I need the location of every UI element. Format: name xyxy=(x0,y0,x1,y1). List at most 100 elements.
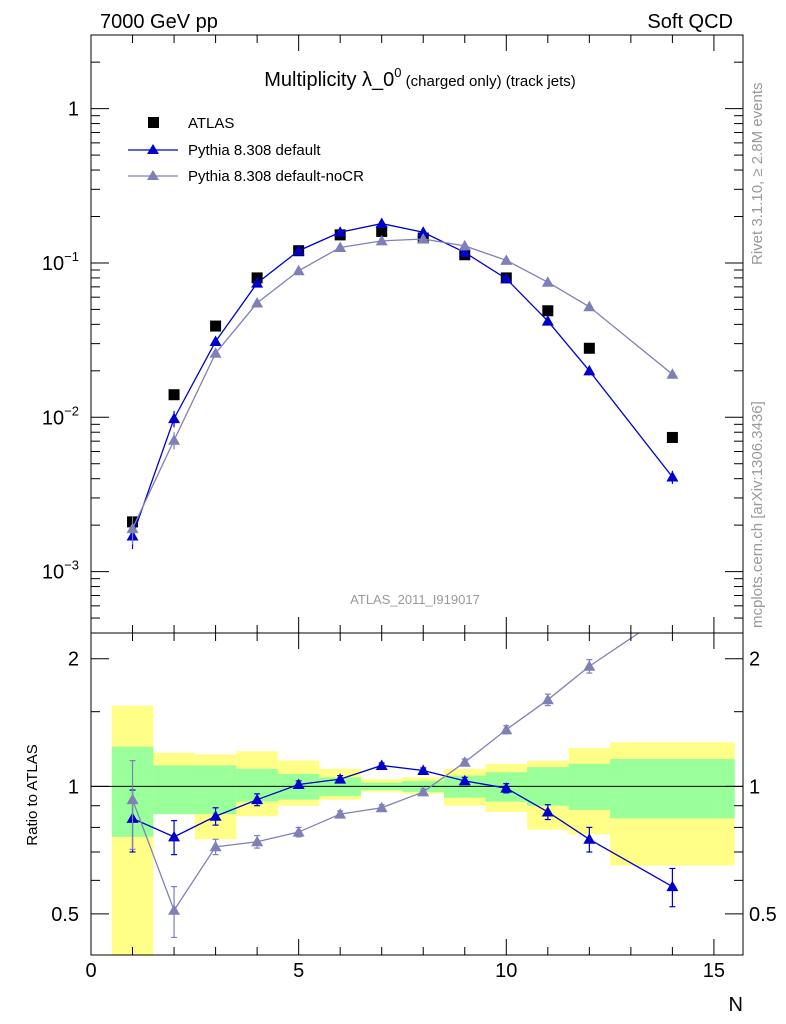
x-tick-label-1: 5 xyxy=(293,960,304,982)
main-point-atlas-6 xyxy=(376,225,388,237)
ratio-point-pythia-8-308-default-nocr-1 xyxy=(168,904,181,915)
x-tick-label-0: 0 xyxy=(85,960,96,982)
legend-label-atlas: ATLAS xyxy=(188,115,234,132)
ratio-point-pythia-8-308-default-9 xyxy=(500,782,513,793)
main-point-pythia-8-308-default-nocr-12 xyxy=(666,368,679,379)
main-point-atlas-10 xyxy=(542,305,554,317)
ratio-frame xyxy=(90,632,744,956)
main-point-pythia-8-308-default-2 xyxy=(209,335,222,346)
x-tick-label-3: 15 xyxy=(703,960,725,982)
ratio-point-pythia-8-308-default-nocr-12 xyxy=(666,604,678,615)
legend: ATLAS Pythia 8.308 default Pythia 8.308 … xyxy=(128,115,364,185)
ratio-plot-data xyxy=(126,604,679,939)
main-point-atlas-11 xyxy=(583,342,595,354)
main-point-pythia-8-308-default-nocr-1 xyxy=(168,434,181,445)
main-point-pythia-8-308-default-5 xyxy=(334,226,347,237)
ratio-point-pythia-8-308-default-5 xyxy=(334,773,347,784)
ratio-point-pythia-8-308-default-12 xyxy=(666,880,679,892)
main-point-pythia-8-308-default-3 xyxy=(251,277,264,288)
main-point-pythia-8-308-default-nocr-8 xyxy=(458,239,471,251)
chart-title-main: Multiplicity λ_0 xyxy=(264,69,394,91)
stat-band-bin-11 xyxy=(568,763,611,810)
main-y-tick-label-1: 10−1 xyxy=(42,249,79,275)
main-point-pythia-8-308-default-12 xyxy=(666,471,679,482)
ratio-y-tick-label-right-1: 1 xyxy=(749,776,760,798)
ratio-point-pythia-8-308-default-nocr-6 xyxy=(375,801,388,813)
ratio-point-pythia-8-308-default-nocr-9 xyxy=(500,723,513,735)
main-point-pythia-8-308-default-8 xyxy=(458,246,471,257)
stat-band-bin-2 xyxy=(194,765,237,815)
main-y-tick-label-exp-2: −2 xyxy=(64,403,79,418)
main-point-pythia-8-308-default-1 xyxy=(168,412,181,424)
x-tick-label-2: 10 xyxy=(495,960,517,982)
ratio-y-tick-label-right-2: 0.5 xyxy=(749,904,777,926)
ratio-point-pythia-8-308-default-nocr-2 xyxy=(209,840,222,852)
ratio-y-tick-label-left-0: 2 xyxy=(68,649,79,671)
main-point-pythia-8-308-default-9 xyxy=(500,272,513,284)
ratio-uncertainty-bands xyxy=(91,705,743,955)
main-point-pythia-8-308-default-nocr-6 xyxy=(375,234,388,246)
mcplots-label: mcplots.cern.ch [arXiv:1306.3436] xyxy=(749,401,766,628)
main-y-tick-label-2: 10−2 xyxy=(42,403,79,429)
ratio-point-pythia-8-308-default-6 xyxy=(375,759,388,770)
ratio-y-tick-label-right-0: 2 xyxy=(749,649,760,671)
rivet-version-label: Rivet 3.1.10, ≥ 2.8M events xyxy=(749,83,766,266)
legend-label-pythia-default: Pythia 8.308 default xyxy=(188,142,321,159)
ratio-y-tick-label-left-1: 1 xyxy=(68,776,79,798)
main-point-pythia-8-308-default-nocr-2 xyxy=(209,347,222,358)
ratio-point-pythia-8-308-default-nocr-8 xyxy=(458,756,471,767)
main-line-pythia-8-308-default-nocr xyxy=(131,238,673,529)
ratio-point-pythia-8-308-default-8 xyxy=(458,774,471,786)
main-point-pythia-8-308-default-6 xyxy=(375,217,388,229)
header-left: 7000 GeV pp xyxy=(100,11,218,33)
main-point-atlas-12 xyxy=(666,431,678,443)
main-point-pythia-8-308-default-nocr-11 xyxy=(583,300,596,312)
ratio-point-pythia-8-308-default-3 xyxy=(251,793,264,805)
main-y-tick-label-base-0: 1 xyxy=(68,99,79,121)
main-point-pythia-8-308-default-nocr-10 xyxy=(541,276,554,287)
stat-band-bin-1 xyxy=(153,765,195,815)
main-point-pythia-8-308-default-nocr-7 xyxy=(417,232,430,244)
ratio-point-pythia-8-308-default-1 xyxy=(168,830,181,842)
main-point-pythia-8-308-default-nocr-5 xyxy=(334,241,347,252)
ratio-point-pythia-8-308-default-nocr-3 xyxy=(251,835,264,847)
chart-title: Multiplicity λ_00 (charged only) (track … xyxy=(264,65,576,91)
main-y-tick-label-exp-1: −1 xyxy=(64,249,79,264)
main-point-atlas-1 xyxy=(168,389,180,401)
legend-marker-pythia-nocr xyxy=(147,170,159,180)
ratio-point-pythia-8-308-default-10 xyxy=(541,805,554,817)
main-line-pythia-8-308-default xyxy=(131,222,673,537)
main-y-tick-label-0: 1 xyxy=(68,99,79,121)
main-point-pythia-8-308-default-nocr-4 xyxy=(292,264,305,276)
ratio-y-axis-label: Ratio to ATLAS xyxy=(24,744,41,845)
main-y-tick-label-exp-3: −3 xyxy=(64,558,79,573)
ratio-y-tick-label-left-2: 0.5 xyxy=(51,904,79,926)
main-point-pythia-8-308-default-10 xyxy=(541,315,554,326)
ratio-point-pythia-8-308-default-2 xyxy=(209,810,222,821)
ratio-point-pythia-8-308-default-nocr-10 xyxy=(541,693,554,705)
ratio-point-pythia-8-308-default-11 xyxy=(583,833,596,844)
main-point-pythia-8-308-default-nocr-3 xyxy=(251,297,264,308)
ratio-point-pythia-8-308-default-nocr-5 xyxy=(334,808,347,819)
stat-band-bin-12 xyxy=(610,759,735,819)
chart-title-sup: 0 xyxy=(394,65,401,80)
main-point-pythia-8-308-default-nocr-0 xyxy=(126,522,139,534)
chart-title-suffix: (charged only) (track jets) xyxy=(402,73,576,90)
ratio-point-pythia-8-308-default-nocr-4 xyxy=(292,826,305,837)
ratio-point-pythia-8-308-default-nocr-0 xyxy=(126,793,139,805)
main-y-tick-label-base-3: 10 xyxy=(42,562,64,584)
main-point-pythia-8-308-default-nocr-9 xyxy=(500,254,513,265)
legend-label-pythia-nocr: Pythia 8.308 default-noCR xyxy=(188,168,364,185)
main-point-pythia-8-308-default-11 xyxy=(583,364,596,376)
ratio-point-pythia-8-308-default-nocr-7 xyxy=(417,785,430,797)
legend-marker-atlas xyxy=(148,117,159,128)
header-right: Soft QCD xyxy=(647,11,733,33)
main-y-tick-label-3: 10−3 xyxy=(42,558,79,584)
main-point-pythia-8-308-default-4 xyxy=(292,244,305,256)
ratio-point-pythia-8-308-default-7 xyxy=(417,764,430,775)
main-y-tick-label-base-2: 10 xyxy=(42,407,64,429)
legend-marker-pythia-default xyxy=(147,144,159,154)
main-point-pythia-8-308-default-7 xyxy=(417,226,430,237)
